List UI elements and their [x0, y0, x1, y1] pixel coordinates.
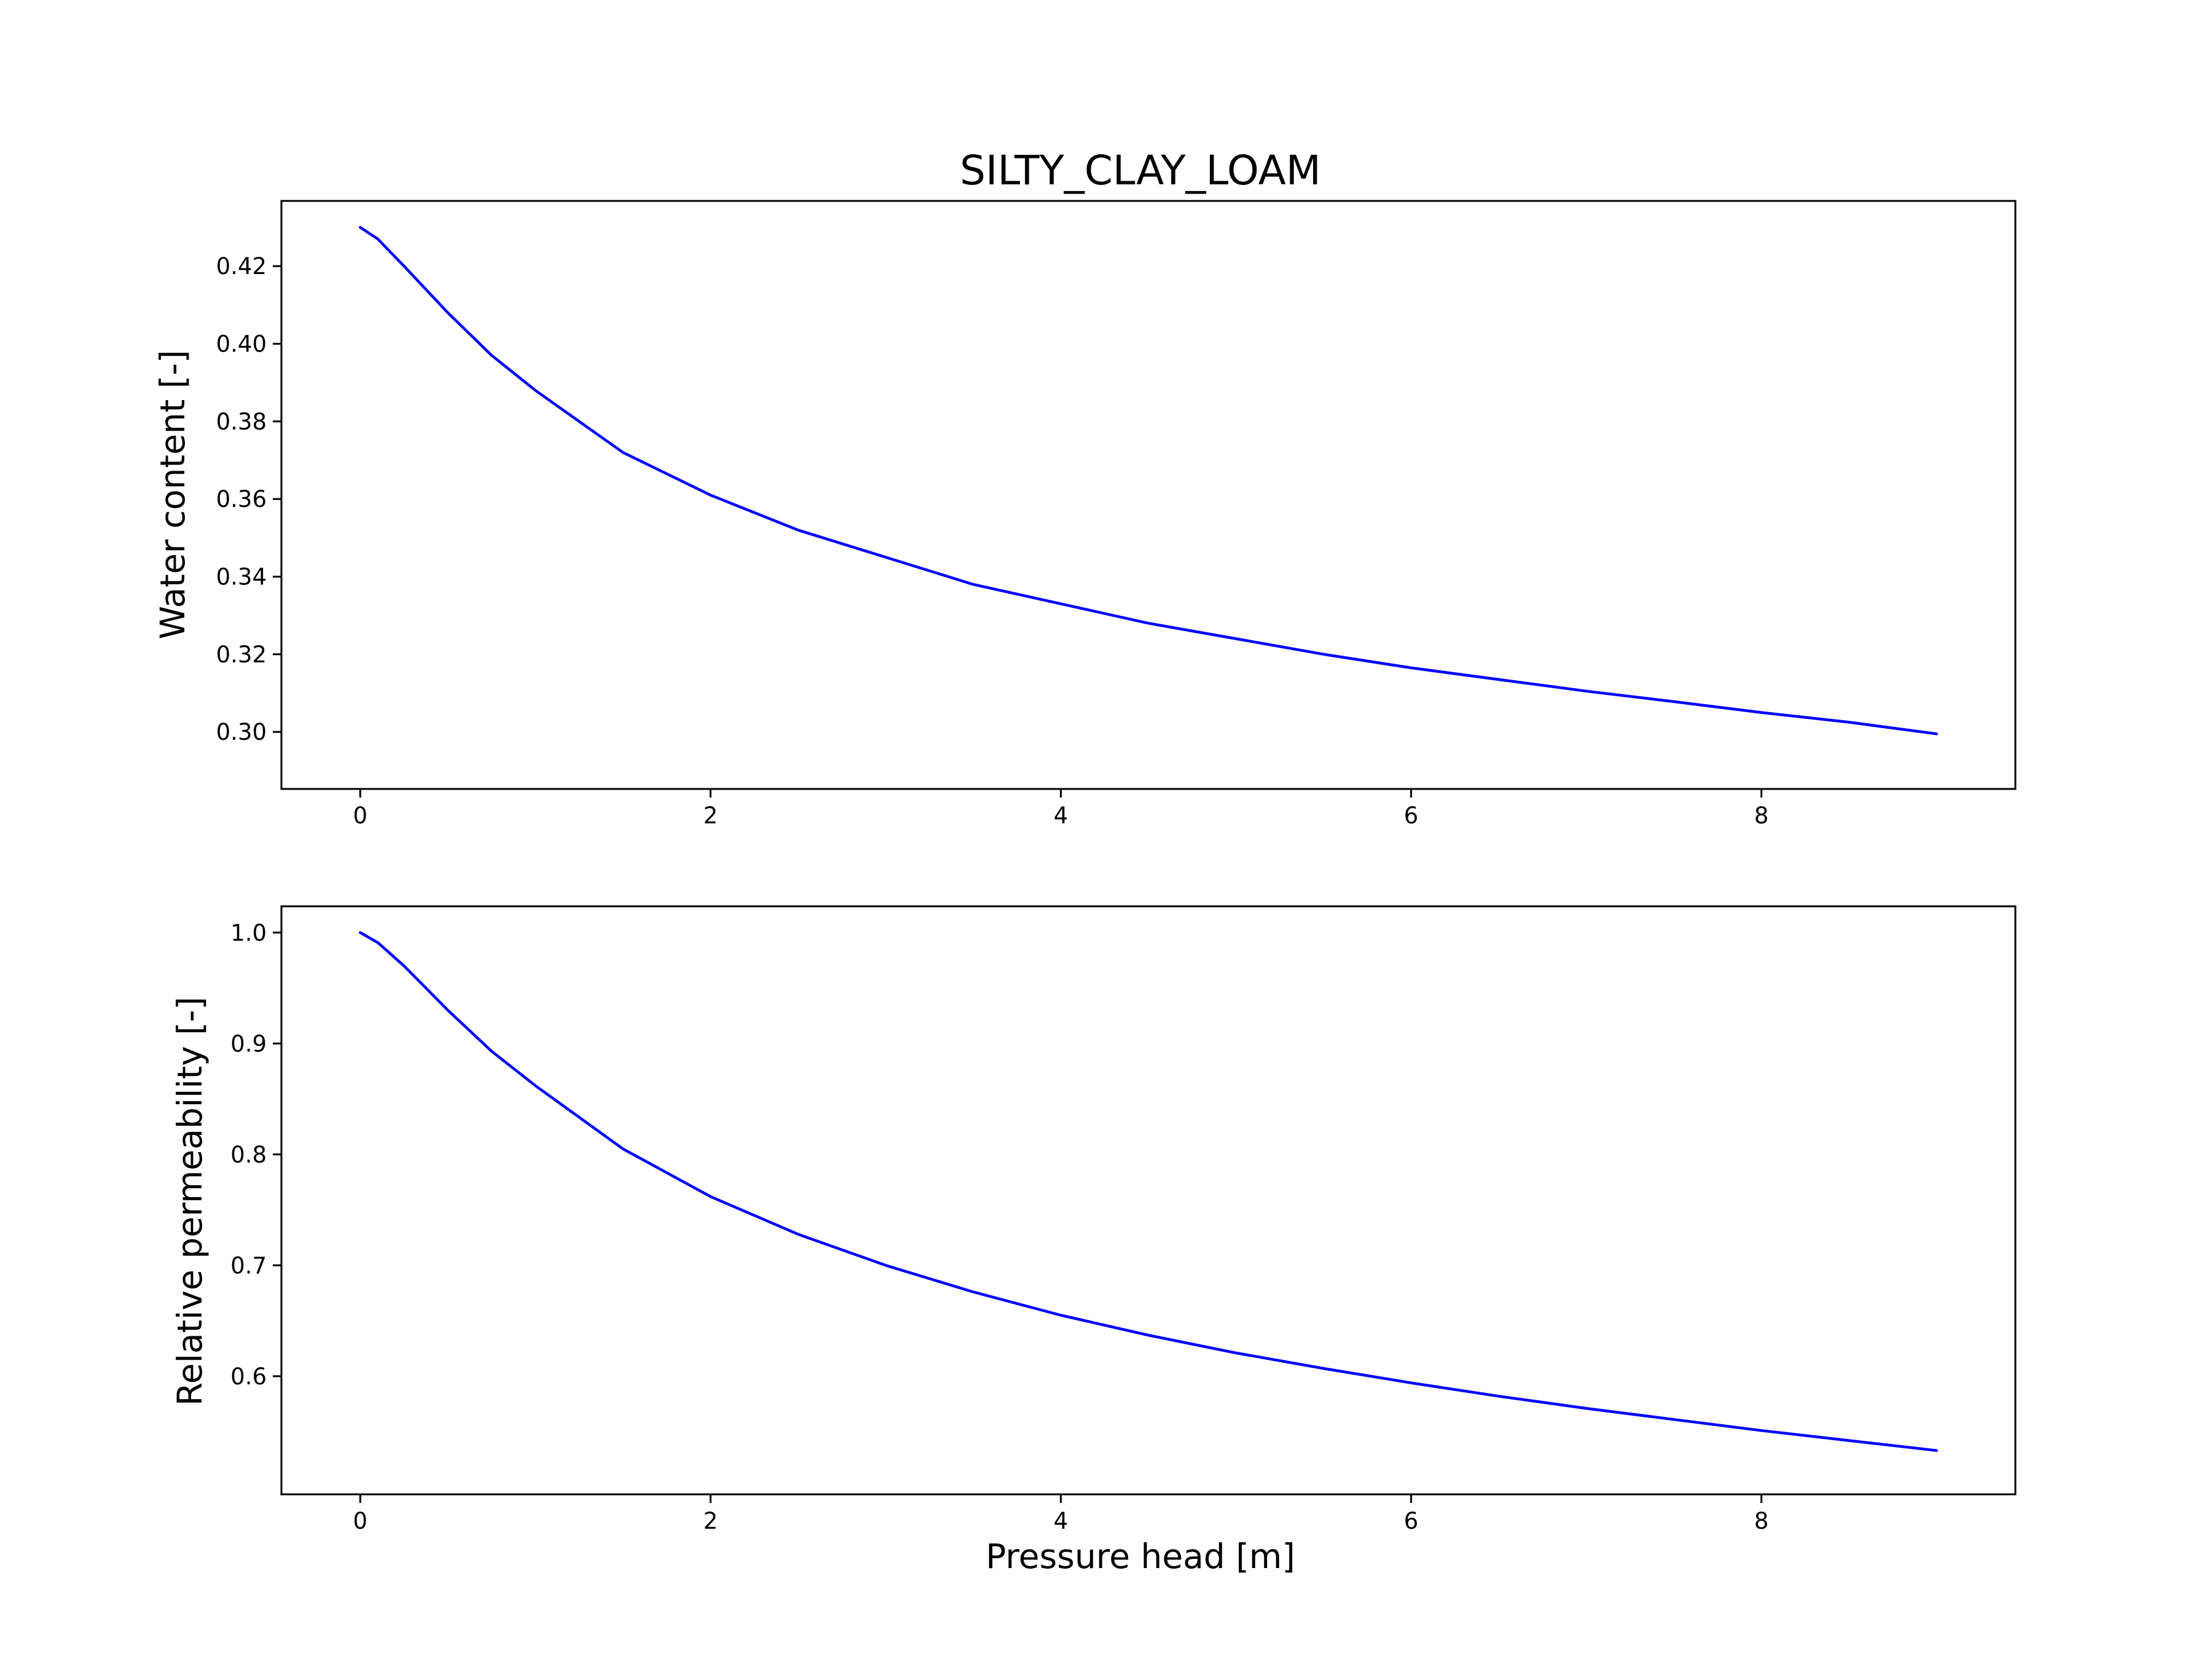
relative-permeability-panel: Relative permeability [-] Pressure head …: [170, 905, 2017, 1576]
water-content-x-tick-label: 8: [1754, 802, 1769, 829]
water-content-plot-frame: [280, 200, 2017, 790]
water-content-ylabel: Water content [-]: [153, 350, 192, 640]
relative-permeability-y-tick-label: 0.7: [230, 1252, 267, 1279]
relative-permeability-y-tick-label: 0.9: [230, 1030, 267, 1057]
relative-permeability-y-tick-label: 1.0: [230, 920, 267, 946]
water-content-y-tick-label: 0.32: [216, 641, 267, 668]
relative-permeability-y-tick-label: 0.6: [230, 1363, 267, 1390]
water-content-y-tick-label: 0.34: [216, 563, 267, 590]
relative-permeability-ylabel: Relative permeability [-]: [170, 997, 210, 1406]
water-content-y-tick-label: 0.38: [216, 409, 267, 435]
relative-permeability-series-line: [359, 931, 1938, 1452]
water-content-x-tick-label: 6: [1404, 802, 1419, 829]
relative-permeability-x-tick-label: 2: [704, 1508, 718, 1534]
water-content-y-tick-label: 0.42: [216, 253, 267, 280]
chart-title: SILTY_CLAY_LOAM: [960, 147, 1321, 194]
water-content-series-line: [359, 226, 1938, 735]
water-content-y-tick-label: 0.30: [216, 719, 267, 745]
water-content-panel: Water content [-] 0 2 4 6 8 0.30 0.32 0.34 0.36 0…: [153, 200, 2017, 829]
water-content-y-tick-label: 0.40: [216, 331, 267, 357]
relative-permeability-y-tick-label: 0.8: [230, 1142, 267, 1168]
pressure-head-xlabel: Pressure head [m]: [986, 1537, 1295, 1576]
relative-permeability-x-tick-label: 4: [1054, 1508, 1069, 1534]
water-content-y-tick-label: 0.36: [216, 486, 267, 512]
relative-permeability-x-tick-label: 0: [353, 1508, 367, 1534]
water-content-x-tick-label: 0: [353, 802, 367, 829]
relative-permeability-x-tick-label: 6: [1404, 1508, 1419, 1534]
relative-permeability-x-tick-label: 8: [1754, 1508, 1769, 1534]
water-content-x-tick-label: 4: [1054, 802, 1069, 829]
water-content-x-tick-label: 2: [704, 802, 718, 829]
relative-permeability-plot-frame: [280, 905, 2017, 1496]
